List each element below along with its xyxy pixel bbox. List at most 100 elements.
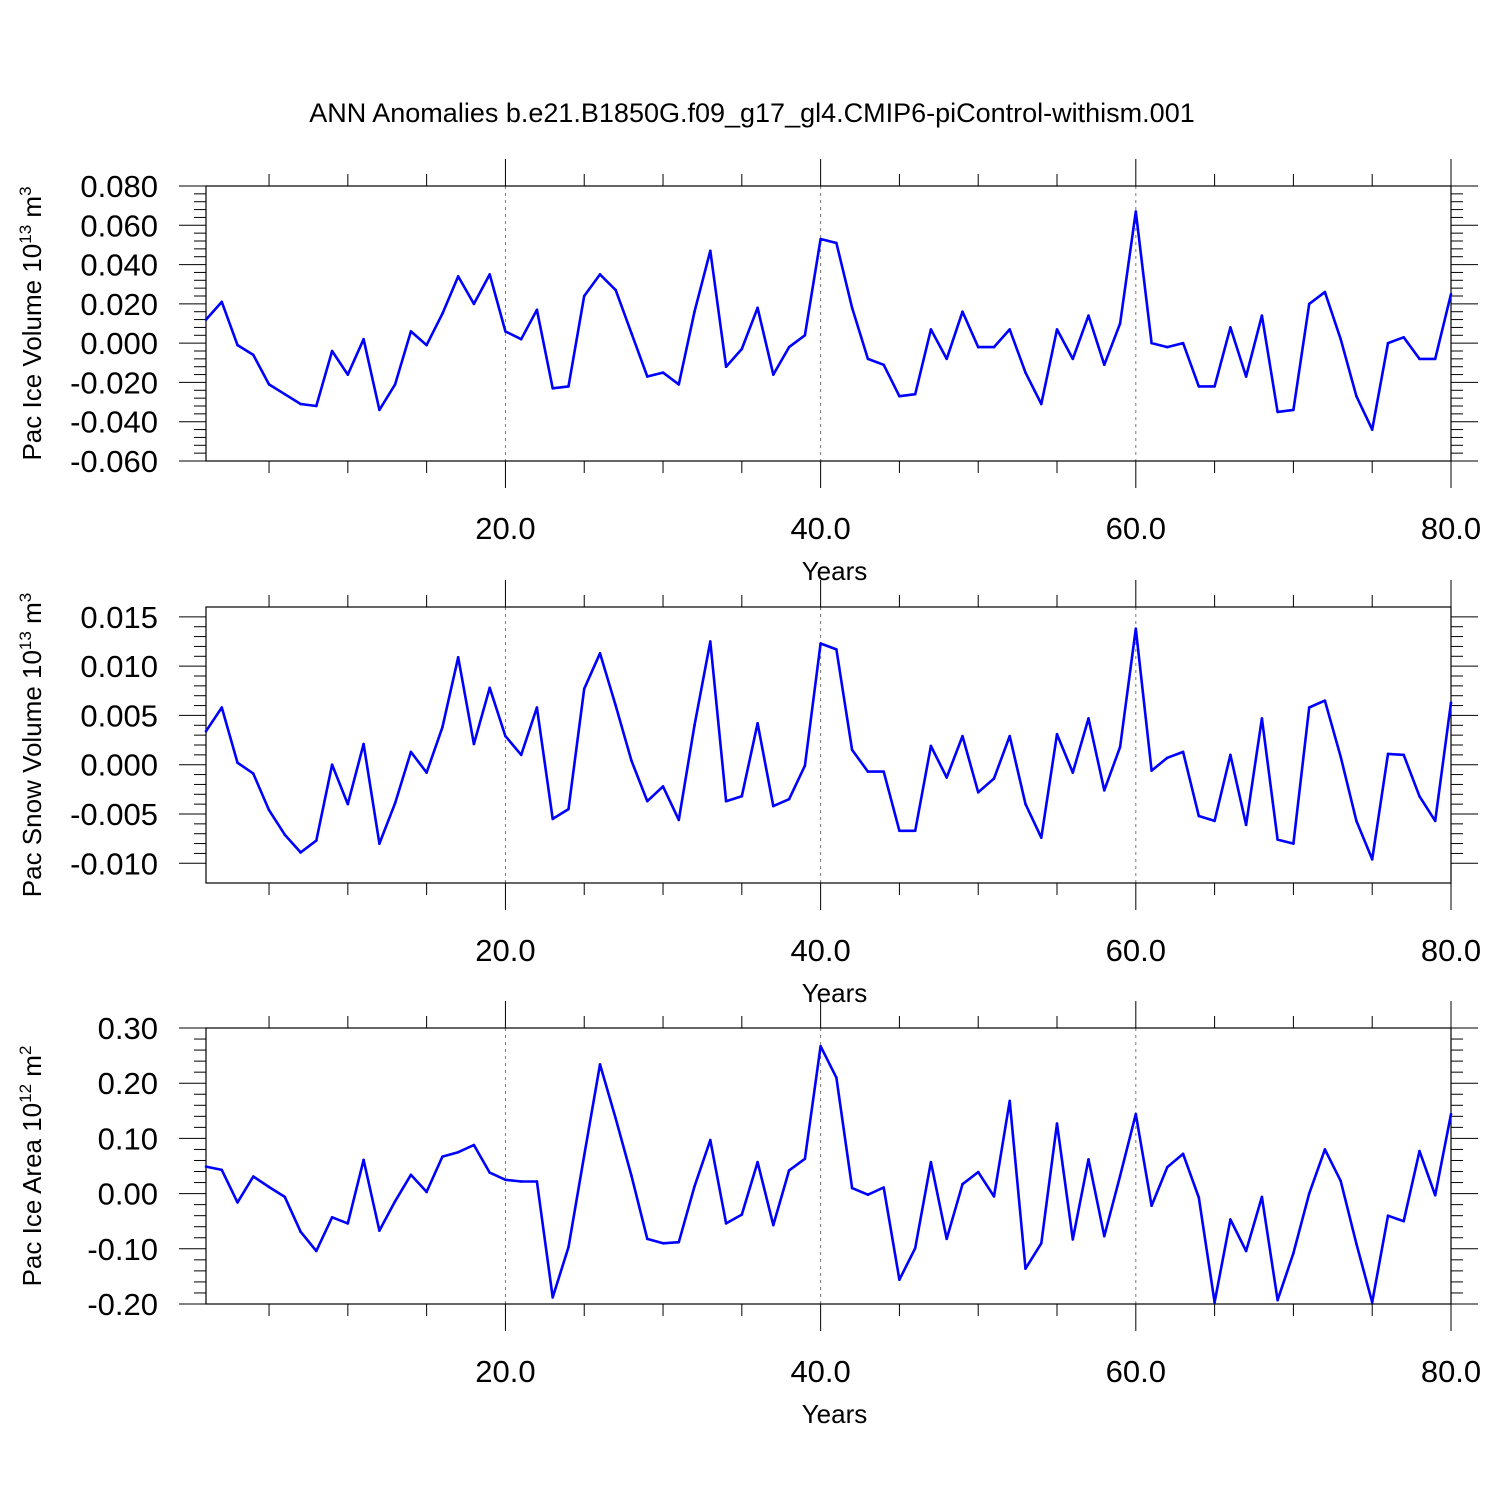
data-point: [1260, 717, 1264, 720]
data-point: [1229, 753, 1232, 757]
data-point: [1024, 371, 1027, 374]
data-point: [1339, 1179, 1342, 1183]
data-point: [1449, 292, 1453, 296]
y-axis-label-ylabel-unit: m: [17, 602, 47, 631]
data-point: [362, 1158, 365, 1162]
data-point: [1292, 1251, 1295, 1255]
data-point: [740, 794, 744, 798]
data-point: [1244, 1249, 1248, 1253]
data-point: [740, 347, 744, 351]
data-point: [709, 249, 712, 253]
data-point: [787, 345, 791, 349]
data-point: [504, 330, 507, 333]
y-axis-label: Pac Snow Volume 1013 m3: [16, 593, 47, 897]
data-point: [1402, 335, 1406, 339]
data-point: [614, 288, 618, 292]
series-line: [204, 627, 1453, 861]
data-point: [961, 734, 964, 738]
y-tick-label: 0.00: [98, 1177, 158, 1212]
x-tick-label: 40.0: [790, 1354, 850, 1389]
data-point: [693, 1185, 696, 1188]
data-point: [1118, 322, 1122, 325]
data-point: [519, 337, 523, 341]
data-point: [409, 1173, 413, 1177]
data-point: [1008, 1099, 1012, 1103]
data-point: [1276, 410, 1279, 414]
y-axis-label: Pac Ice Area 1012 m2: [16, 1046, 47, 1287]
data-point: [1134, 627, 1138, 630]
data-point: [362, 742, 365, 746]
data-point: [661, 1241, 665, 1245]
data-point: [898, 829, 901, 833]
data-point: [1134, 210, 1138, 213]
data-point: [976, 1170, 980, 1174]
data-point: [1071, 771, 1075, 774]
data-point: [1166, 345, 1169, 349]
data-point: [724, 799, 728, 803]
y-axis-label: Pac Ice Volume 1013 m3: [16, 186, 47, 460]
data-point: [992, 777, 996, 780]
data-point: [378, 842, 381, 845]
data-point: [929, 328, 933, 331]
data-point: [330, 763, 334, 767]
data-point: [630, 759, 633, 763]
data-point: [425, 1190, 428, 1194]
data-point: [1039, 402, 1043, 406]
data-point: [835, 648, 838, 651]
data-point: [1418, 357, 1421, 361]
data-point: [1039, 1241, 1043, 1245]
data-point: [1102, 789, 1106, 792]
data-point: [472, 742, 476, 746]
data-point: [1181, 341, 1185, 345]
data-point: [961, 1182, 964, 1186]
data-point: [267, 808, 271, 812]
data-point: [1449, 701, 1453, 704]
data-point: [1370, 1301, 1374, 1304]
data-point: [598, 652, 602, 655]
data-point: [882, 1186, 885, 1189]
data-point: [598, 273, 602, 276]
data-point: [251, 1175, 255, 1178]
data-point: [1449, 1112, 1453, 1116]
data-point: [850, 748, 854, 752]
data-point: [220, 300, 224, 304]
data-point: [1102, 363, 1106, 367]
data-point: [1402, 753, 1406, 757]
data-point: [1307, 302, 1311, 306]
data-point: [992, 1195, 996, 1198]
data-point: [488, 1171, 491, 1174]
data-point: [1276, 838, 1279, 841]
y-tick-label: 0.000: [80, 326, 158, 361]
data-point: [283, 392, 287, 396]
data-point: [1292, 408, 1295, 412]
x-tick-label: 20.0: [475, 511, 535, 546]
data-point: [346, 1222, 350, 1225]
data-point: [1418, 1149, 1421, 1153]
data-point: [772, 1223, 775, 1227]
y-axis-label-ylabel-exp: 12: [16, 1084, 35, 1103]
data-point: [1339, 755, 1342, 759]
data-point: [835, 1076, 838, 1079]
x-axis-label: Years: [802, 556, 868, 586]
data-point: [1244, 375, 1248, 378]
data-point: [519, 1180, 523, 1183]
data-point: [803, 333, 807, 337]
data-point: [992, 345, 996, 349]
data-point: [1118, 745, 1122, 749]
data-point: [1087, 314, 1090, 317]
data-point: [551, 817, 555, 821]
data-point: [267, 1185, 271, 1189]
data-point: [1087, 717, 1090, 720]
data-point: [283, 1195, 287, 1199]
data-point: [850, 1186, 854, 1190]
data-point: [567, 385, 570, 388]
y-axis-label-ylabel-main: Pac Ice Volume 10: [17, 244, 47, 461]
data-point: [1024, 802, 1027, 806]
data-point: [1024, 1267, 1027, 1270]
data-point: [1260, 1195, 1264, 1199]
data-point: [693, 723, 696, 727]
data-point: [929, 744, 933, 748]
data-point: [724, 1222, 728, 1225]
data-point: [787, 797, 791, 801]
